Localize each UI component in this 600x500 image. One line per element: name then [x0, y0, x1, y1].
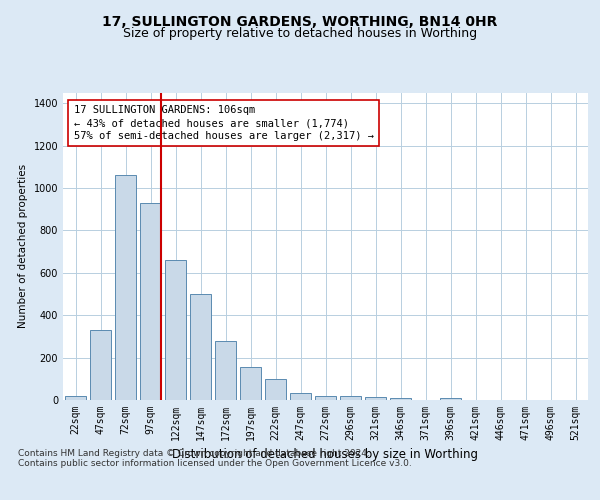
Bar — [315, 396, 336, 400]
Bar — [65, 396, 86, 400]
Text: 17 SULLINGTON GARDENS: 106sqm
← 43% of detached houses are smaller (1,774)
57% o: 17 SULLINGTON GARDENS: 106sqm ← 43% of d… — [74, 105, 373, 141]
Bar — [340, 396, 361, 400]
Bar — [115, 175, 136, 400]
X-axis label: Distribution of detached houses by size in Worthing: Distribution of detached houses by size … — [173, 448, 479, 462]
Text: Contains HM Land Registry data © Crown copyright and database right 2024.: Contains HM Land Registry data © Crown c… — [18, 448, 370, 458]
Text: Size of property relative to detached houses in Worthing: Size of property relative to detached ho… — [123, 28, 477, 40]
Bar — [215, 340, 236, 400]
Text: 17, SULLINGTON GARDENS, WORTHING, BN14 0HR: 17, SULLINGTON GARDENS, WORTHING, BN14 0… — [103, 16, 497, 30]
Bar — [240, 367, 261, 400]
Y-axis label: Number of detached properties: Number of detached properties — [18, 164, 28, 328]
Bar — [190, 294, 211, 400]
Bar — [365, 397, 386, 400]
Bar — [165, 260, 186, 400]
Bar — [390, 398, 411, 400]
Bar — [90, 330, 111, 400]
Text: Contains public sector information licensed under the Open Government Licence v3: Contains public sector information licen… — [18, 458, 412, 468]
Bar — [440, 398, 461, 400]
Bar — [265, 379, 286, 400]
Bar — [290, 392, 311, 400]
Bar — [140, 203, 161, 400]
